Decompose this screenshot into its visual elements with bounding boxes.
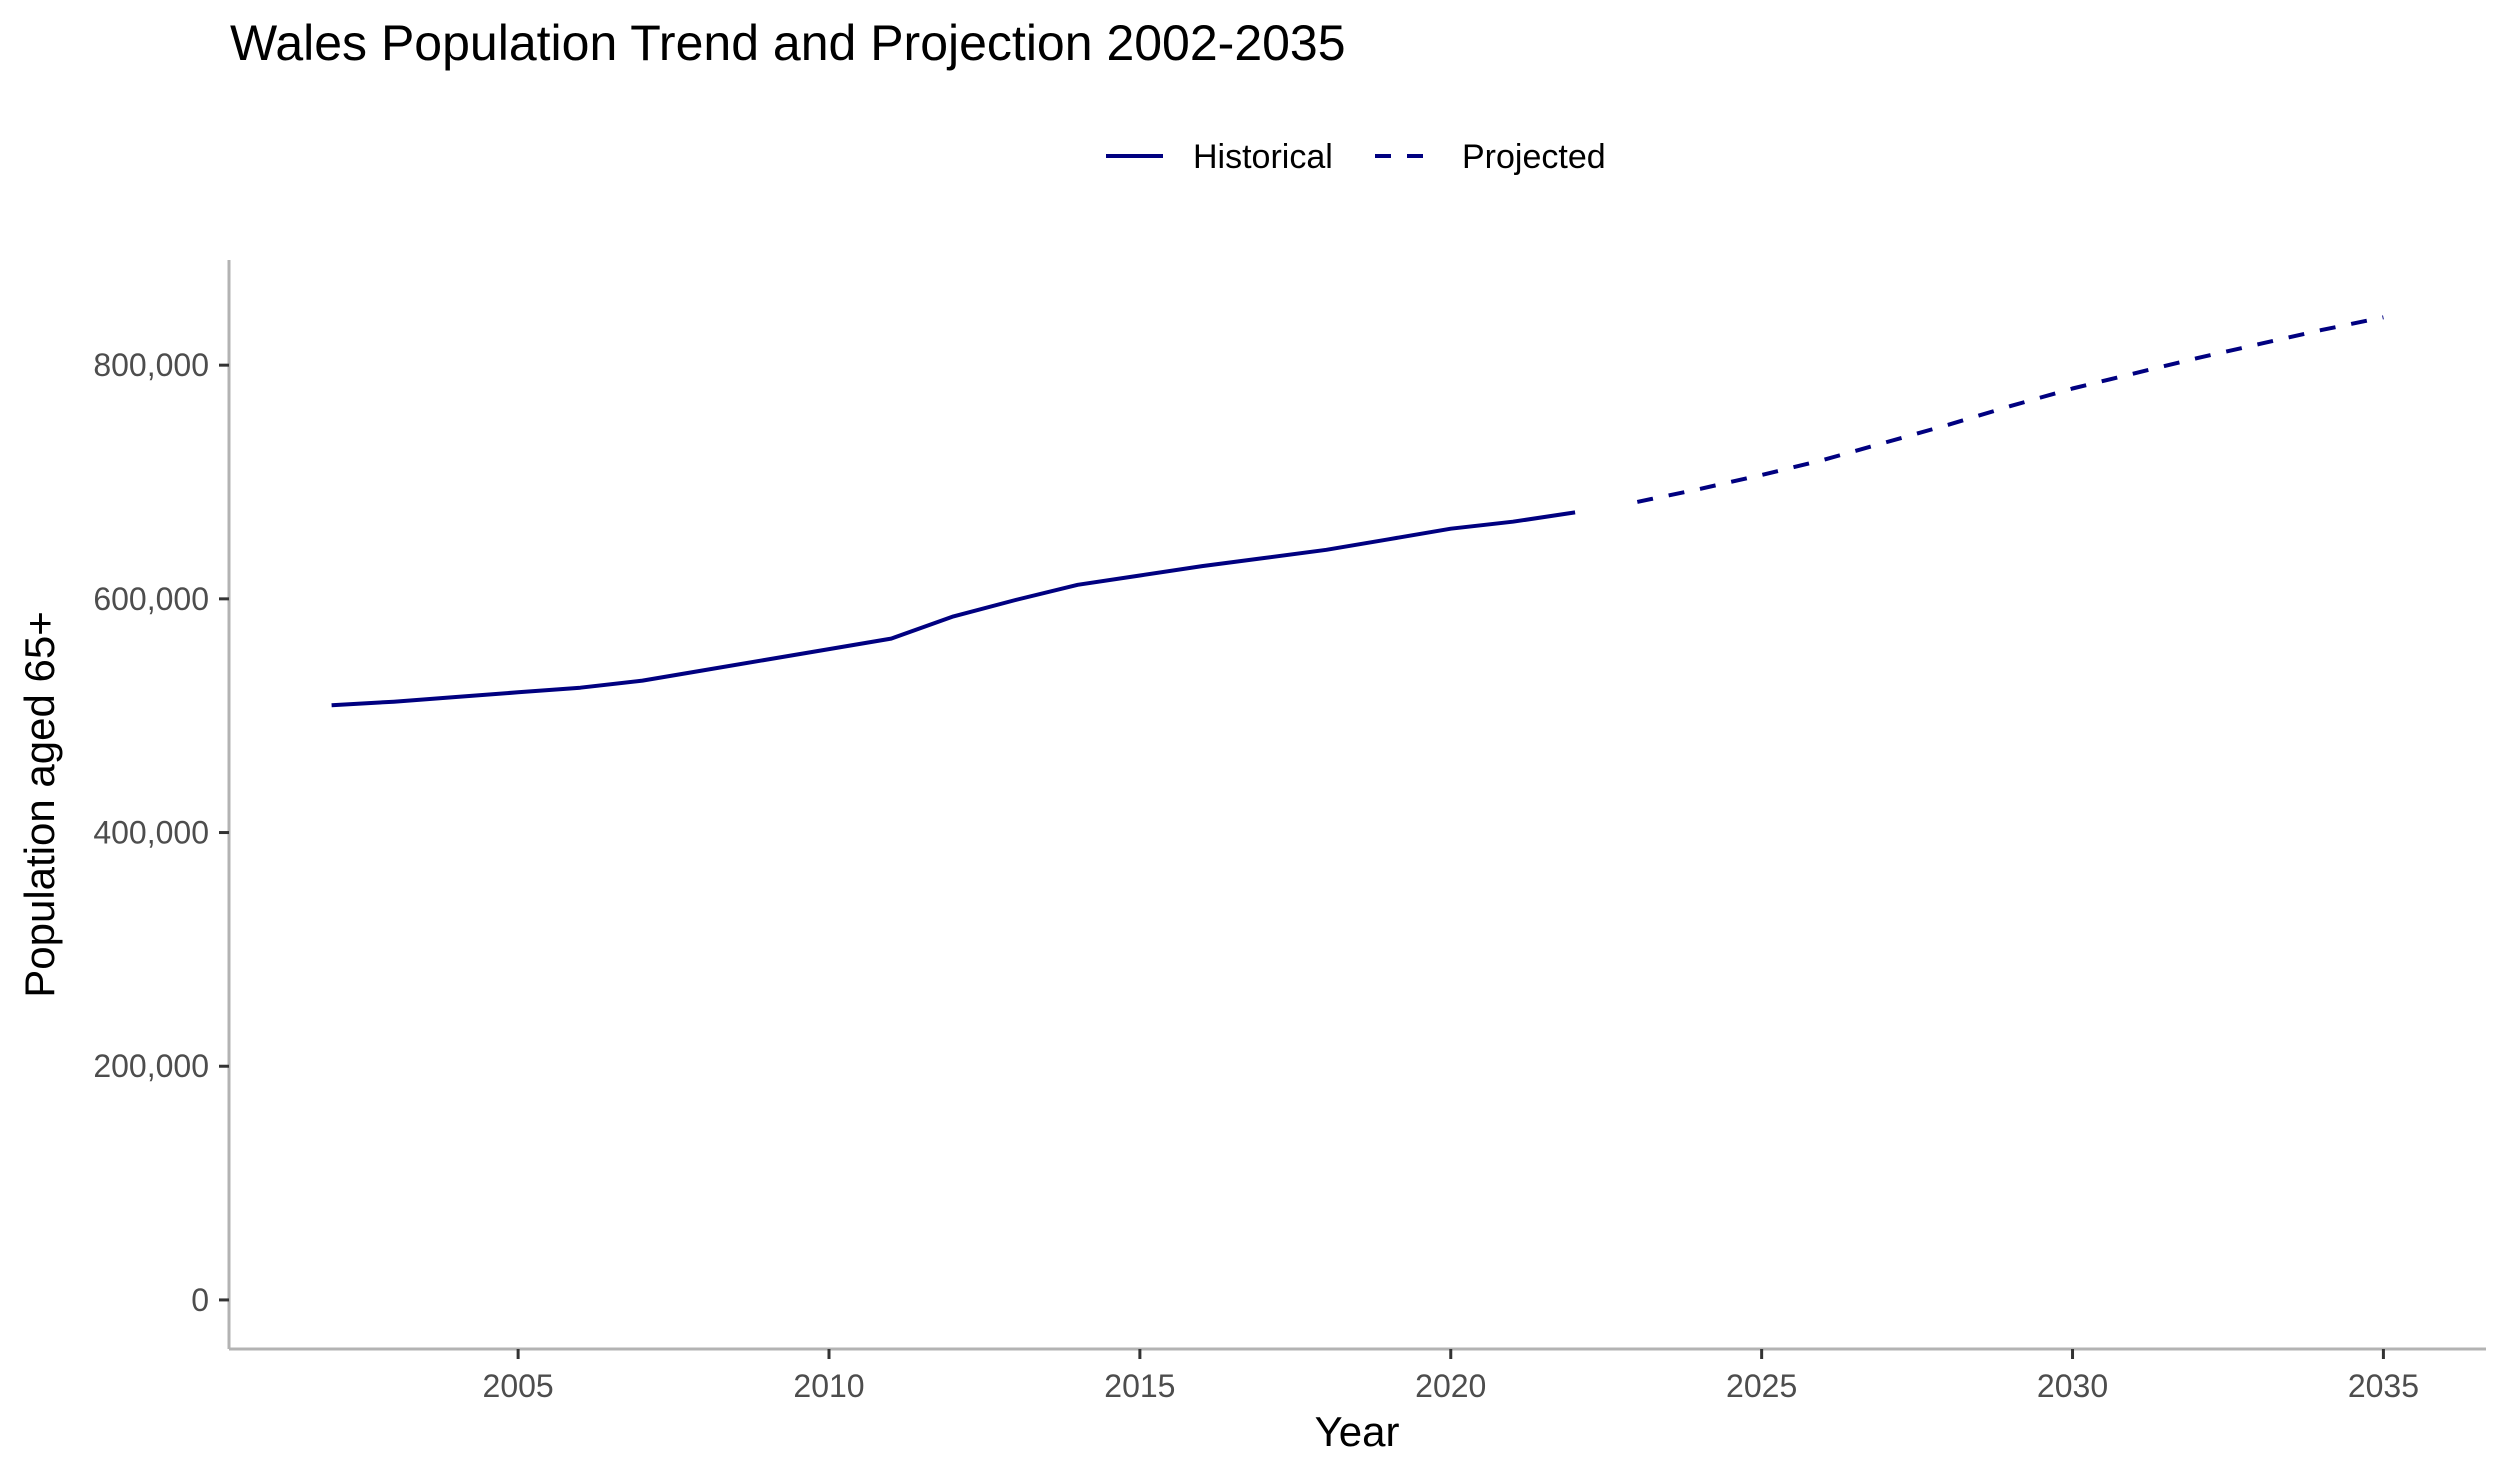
y-tick-label: 400,000 — [93, 815, 209, 851]
y-tick-label: 600,000 — [93, 581, 209, 617]
x-tick-label: 2035 — [2348, 1368, 2419, 1404]
x-tick-label: 2020 — [1415, 1368, 1486, 1404]
x-tick-label: 2030 — [2037, 1368, 2108, 1404]
legend-label-historical: Historical — [1193, 138, 1333, 176]
series-line-historical — [331, 510, 1576, 708]
x-ticks: 2005 2010 2015 2020 2025 2030 2035 — [483, 1349, 2419, 1404]
series-layer — [331, 315, 2384, 708]
chart-title: Wales Population Trend and Projection 20… — [230, 15, 1346, 71]
y-tick-label: 200,000 — [93, 1048, 209, 1084]
y-ticks: 0 200,000 400,000 600,000 800,000 — [93, 347, 229, 1318]
x-tick-label: 2015 — [1104, 1368, 1175, 1404]
x-tick-label: 2010 — [793, 1368, 864, 1404]
y-tick-label: 800,000 — [93, 347, 209, 383]
y-tick-label: 0 — [191, 1282, 209, 1318]
x-axis-title: Year — [1315, 1408, 1400, 1455]
x-tick-label: 2005 — [483, 1368, 554, 1404]
y-axis-title: Population aged 65+ — [16, 611, 63, 998]
x-tick-label: 2025 — [1726, 1368, 1797, 1404]
legend: Historical Projected — [1106, 138, 1606, 176]
legend-label-projected: Projected — [1462, 138, 1606, 176]
series-line-projected — [1636, 315, 2384, 504]
